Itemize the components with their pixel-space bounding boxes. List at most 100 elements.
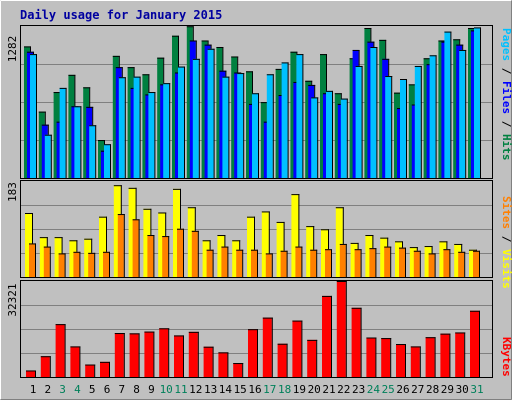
- bar-sites-5: [88, 252, 96, 277]
- bar-kbytes-28: [425, 337, 436, 377]
- bar-pages-13: [207, 48, 215, 178]
- x-tick-label-3: 3: [59, 383, 66, 396]
- bar-kbytes-6: [100, 361, 110, 377]
- bar-kbytes-21: [322, 295, 332, 377]
- bar-kbytes-27: [410, 346, 421, 377]
- bar-pages-30: [459, 49, 467, 179]
- bar-sites-18: [280, 250, 288, 277]
- bar-pages-5: [89, 125, 97, 178]
- label-sites: Sites: [500, 196, 512, 229]
- bar-pages-18: [281, 62, 289, 178]
- bar-pages-26: [400, 78, 407, 178]
- bar-kbytes-17: [262, 317, 273, 377]
- bar-pages-3: [59, 87, 67, 178]
- bar-kbytes-8: [129, 333, 140, 377]
- bar-pages-9: [148, 92, 156, 178]
- bar-pages-7: [118, 77, 126, 178]
- x-tick-label-21: 21: [322, 383, 335, 396]
- x-tick-label-30: 30: [456, 383, 469, 396]
- bar-sites-30: [458, 251, 466, 277]
- x-tick-label-14: 14: [219, 383, 233, 396]
- bar-kbytes-9: [144, 331, 155, 377]
- bar-pages-31: [474, 27, 481, 179]
- bar-sites-10: [162, 236, 170, 277]
- x-tick-label-8: 8: [133, 383, 140, 396]
- bar-sites-1: [29, 243, 36, 277]
- bar-pages-29: [444, 31, 452, 179]
- bar-sites-15: [236, 249, 244, 277]
- x-tick-label-12: 12: [189, 383, 202, 396]
- bar-pages-1: [30, 54, 37, 179]
- bar-kbytes-12: [188, 331, 199, 377]
- bar-sites-16: [251, 249, 258, 277]
- chart-title: Daily usage for January 2015: [20, 8, 222, 22]
- x-tick-label-10: 10: [160, 383, 173, 396]
- panel-bottom-frame: [20, 280, 493, 378]
- bar-kbytes-31: [470, 310, 480, 377]
- bar-pages-12: [192, 58, 200, 178]
- x-tick-label-29: 29: [441, 383, 454, 396]
- x-tick-label-19: 19: [293, 383, 306, 396]
- x-tick-label-16: 16: [248, 383, 261, 396]
- bar-sites-19: [295, 246, 303, 277]
- bar-kbytes-11: [174, 335, 184, 377]
- bar-kbytes-26: [396, 344, 406, 377]
- bar-sites-20: [310, 249, 318, 277]
- bar-pages-16: [252, 93, 259, 178]
- bar-sites-25: [384, 246, 392, 277]
- bar-sites-6: [103, 251, 110, 277]
- bar-pages-4: [74, 106, 82, 178]
- bottom-ymax-label: 32321: [6, 283, 19, 316]
- x-tick-label-18: 18: [278, 383, 291, 396]
- x-tick-label-22: 22: [337, 383, 350, 396]
- bar-pages-22: [340, 98, 348, 178]
- label-visits: Visits: [500, 249, 512, 289]
- x-tick-label-7: 7: [118, 383, 125, 396]
- bar-kbytes-22: [336, 281, 347, 377]
- bar-kbytes-18: [277, 343, 288, 377]
- bar-pages-24: [370, 46, 378, 178]
- top-series-labels: Pages / Files / Hits: [500, 28, 512, 161]
- bar-sites-17: [265, 253, 273, 277]
- x-tick-label-9: 9: [148, 383, 155, 396]
- bar-sites-9: [147, 235, 155, 277]
- bar-pages-28: [429, 55, 437, 178]
- bar-sites-12: [191, 230, 199, 277]
- bar-kbytes-4: [70, 346, 81, 377]
- bar-sites-8: [132, 219, 140, 277]
- bar-kbytes-7: [114, 333, 125, 377]
- bar-sites-11: [177, 228, 184, 277]
- bar-sites-21: [325, 249, 332, 277]
- bar-sites-4: [73, 251, 81, 277]
- bar-kbytes-23: [351, 307, 362, 377]
- x-tick-label-1: 1: [30, 383, 37, 396]
- middle-series-labels: Sites / Visits: [500, 196, 512, 289]
- bar-sites-14: [221, 246, 229, 277]
- bar-kbytes-24: [366, 337, 377, 377]
- bar-pages-27: [414, 65, 422, 178]
- bar-kbytes-15: [233, 363, 244, 377]
- bar-sites-7: [117, 214, 125, 277]
- bar-sites-13: [206, 249, 214, 277]
- x-tick-label-23: 23: [352, 383, 365, 396]
- label-pages: Pages: [500, 28, 512, 61]
- bar-sites-24: [369, 248, 377, 277]
- bar-sites-23: [354, 249, 362, 277]
- bar-pages-21: [326, 90, 333, 178]
- bar-pages-2: [44, 134, 52, 178]
- label-hits: Hits: [500, 134, 512, 161]
- x-tick-label-28: 28: [426, 383, 439, 396]
- bar-kbytes-29: [440, 333, 451, 377]
- x-tick-label-27: 27: [411, 383, 424, 396]
- x-tick-label-31: 31: [470, 383, 483, 396]
- x-tick-label-24: 24: [367, 383, 381, 396]
- bar-kbytes-1: [26, 370, 36, 377]
- bar-pages-11: [178, 66, 185, 178]
- middle-ymax-label: 183: [6, 182, 19, 202]
- bar-kbytes-10: [159, 328, 170, 377]
- bar-kbytes-19: [292, 320, 303, 377]
- bar-pages-23: [355, 65, 363, 178]
- bar-kbytes-25: [381, 338, 392, 377]
- bar-pages-6: [104, 144, 111, 178]
- bar-sites-22: [339, 243, 347, 277]
